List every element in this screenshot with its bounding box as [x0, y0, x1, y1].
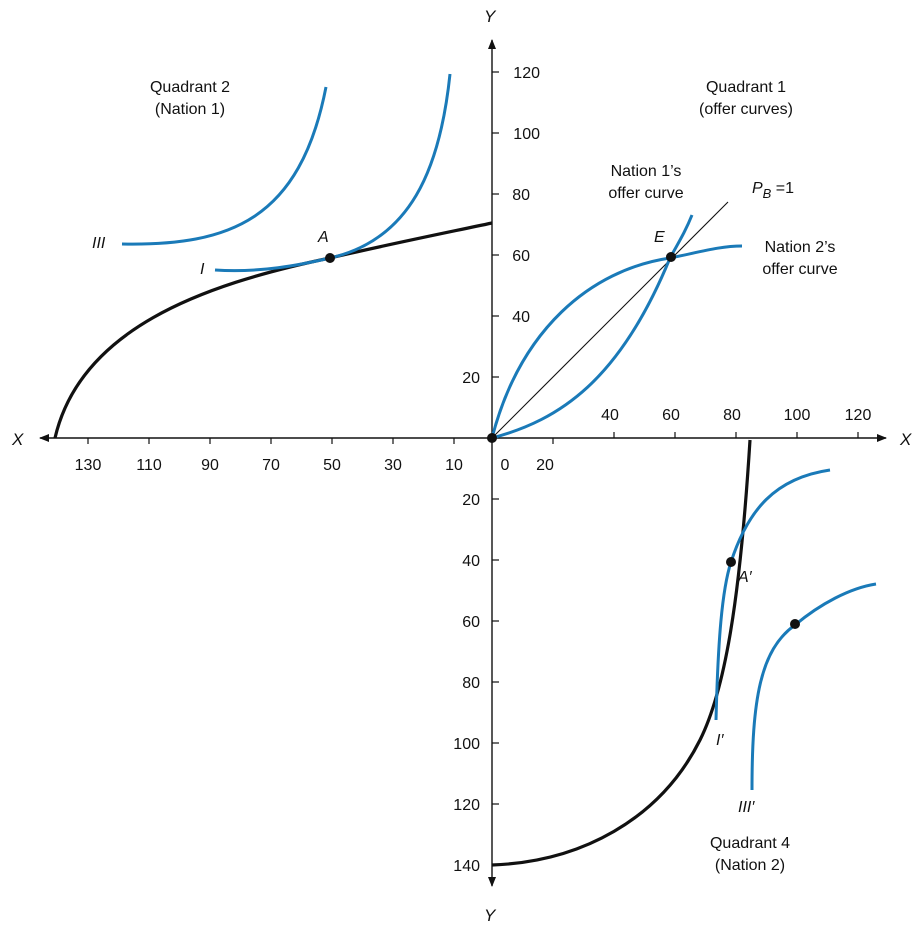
tick-label: 100 — [453, 736, 480, 753]
curve-I-label: I — [200, 261, 205, 278]
y-axis-bottom-label: Y — [484, 906, 497, 925]
point-A-marker — [325, 253, 335, 263]
y-up-tick-labels: 20 40 60 80 100 120 — [462, 65, 540, 387]
tick-label: 120 — [845, 407, 872, 424]
tick-label: 30 — [384, 457, 402, 474]
y-down-tick-labels: 20 40 60 80 100 120 140 — [453, 492, 480, 875]
quadrant2-title: Quadrant 2 — [150, 79, 230, 96]
point-A-prime-marker — [726, 557, 736, 567]
indifference-curve-III-prime — [750, 582, 877, 791]
x-right-tick-labels: 40 60 80 100 120 — [601, 407, 871, 424]
tick-label: 60 — [462, 614, 480, 631]
axis-ticks — [87, 71, 859, 866]
point-A-label: A — [317, 229, 329, 246]
tick-label: 10 — [445, 457, 463, 474]
point-A-prime-label: A′ — [737, 569, 753, 586]
price-subscript: B — [763, 186, 772, 201]
y-axis-top-label: Y — [484, 7, 497, 26]
indifference-curve-I — [214, 73, 452, 273]
indifference-curve-III — [121, 86, 328, 246]
tick-label: 130 — [75, 457, 102, 474]
nation2-production-frontier — [491, 439, 752, 867]
tick-label: 120 — [453, 797, 480, 814]
origin-marker — [487, 433, 497, 443]
quadrant1-title: Quadrant 1 — [706, 79, 786, 96]
tick-label: 40 — [462, 553, 480, 570]
tick-label: 0 — [501, 457, 510, 474]
tick-label: 20 — [536, 457, 554, 474]
tick-label: 80 — [512, 187, 530, 204]
tick-label: 110 — [136, 457, 162, 474]
tick-label: 80 — [462, 675, 480, 692]
tick-label: 40 — [512, 309, 530, 326]
tangency-point-marker — [790, 619, 800, 629]
point-E-label: E — [654, 229, 665, 246]
tick-label: 20 — [462, 492, 480, 509]
quadrant4-title: Quadrant 4 — [710, 835, 790, 852]
tick-label: 120 — [513, 65, 540, 82]
nation2-offer-curve — [490, 244, 743, 439]
tick-label: 40 — [601, 407, 619, 424]
tick-label: 80 — [723, 407, 741, 424]
price-symbol: P — [752, 180, 763, 197]
nation1-offer-curve — [491, 214, 694, 440]
tick-label: 100 — [513, 126, 540, 143]
x-left-tick-labels: 130 110 90 70 50 30 10 — [75, 457, 463, 474]
tick-label: 20 — [462, 370, 480, 387]
tick-label: 140 — [453, 858, 480, 875]
terms-of-trade-line — [491, 201, 729, 439]
price-line-label: PB =1 — [752, 180, 794, 201]
curve-I-prime-label: I′ — [716, 732, 724, 749]
nation1-production-frontier — [53, 221, 493, 439]
nation2-offer-label-line1: Nation 2’s — [765, 239, 836, 256]
point-E-marker — [666, 252, 676, 262]
x-axis-right-label: X — [899, 430, 912, 449]
price-value: =1 — [771, 180, 794, 197]
tick-label: 100 — [784, 407, 811, 424]
nation1-offer-label-line2: offer curve — [608, 185, 683, 202]
curve-III-prime-label: III′ — [738, 799, 755, 816]
x-below-tick-labels: 0 20 — [501, 457, 554, 474]
tick-label: 50 — [323, 457, 341, 474]
indifference-curve-I-prime — [714, 468, 831, 721]
tick-label: 60 — [512, 248, 530, 265]
x-axis-left-label: X — [11, 430, 24, 449]
tick-label: 70 — [262, 457, 280, 474]
nation1-offer-label-line1: Nation 1’s — [611, 163, 682, 180]
tick-label: 60 — [662, 407, 680, 424]
quadrant2-subtitle: (Nation 1) — [155, 101, 225, 118]
curve-III-label: III — [92, 235, 106, 252]
nation2-offer-label-line2: offer curve — [762, 261, 837, 278]
tick-label: 90 — [201, 457, 219, 474]
quadrant1-subtitle: (offer curves) — [699, 101, 793, 118]
quadrant4-subtitle: (Nation 2) — [715, 857, 785, 874]
